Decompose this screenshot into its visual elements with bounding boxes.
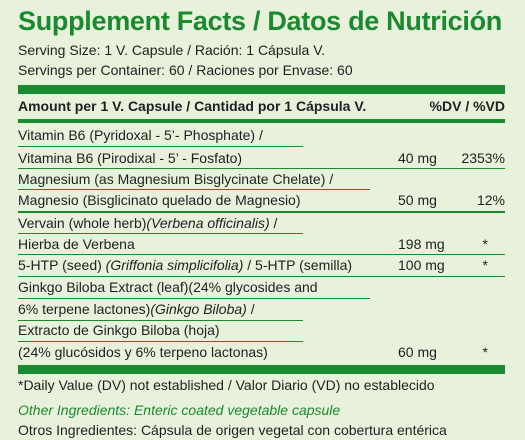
nutrient-label: Vitamin B6 (Pyridoxal - 5’- Phosphate) / bbox=[18, 127, 263, 143]
nutrient-dv: * bbox=[482, 344, 488, 360]
serving-size: Serving Size: 1 V. Capsule / Ración: 1 C… bbox=[18, 42, 326, 58]
nutrient-label: Magnesio (Bisglicinato quelado de Magnes… bbox=[18, 192, 301, 208]
row-divider bbox=[18, 320, 303, 321]
servings-per-container: Servings per Container: 60 / Raciones po… bbox=[18, 62, 353, 78]
row-divider bbox=[18, 189, 370, 190]
dv-header: %DV / %VD bbox=[429, 98, 505, 114]
nutrient-amount: 40 mg bbox=[398, 150, 437, 166]
nutrient-latin-name: (Griffonia simplicifolia) bbox=[105, 257, 244, 273]
nutrient-amount: 60 mg bbox=[398, 344, 437, 360]
other-ingredients-en: Other Ingredients: Enteric coated vegeta… bbox=[18, 402, 341, 418]
nutrient-label: Magnesium (as Magnesium Bisglycinate Che… bbox=[18, 171, 334, 187]
thick-divider bbox=[18, 365, 505, 374]
nutrient-label: 6% terpene lactones) bbox=[18, 301, 151, 317]
panel-title: Supplement Facts / Datos de Nutrición bbox=[18, 6, 502, 36]
nutrient-label-suffix: / 5-HTP (semilla) bbox=[243, 257, 353, 273]
group-divider bbox=[18, 211, 505, 213]
nutrient-label: Hierba de Verbena bbox=[18, 236, 135, 252]
nutrient-latin-name: (Ginkgo Biloba) bbox=[150, 301, 247, 317]
daily-value-footnote: *Daily Value (DV) not established / Valo… bbox=[18, 377, 435, 393]
medium-divider bbox=[18, 119, 505, 123]
row-divider bbox=[18, 233, 303, 234]
nutrient-latin-name: (Verbena officinalis) bbox=[146, 215, 270, 231]
nutrient-amount: 198 mg bbox=[398, 236, 445, 252]
row-divider bbox=[18, 146, 303, 147]
nutrient-label: Extracto de Ginkgo Biloba (hoja) bbox=[18, 322, 220, 338]
amount-header: Amount per 1 V. Capsule / Cantidad por 1… bbox=[18, 98, 367, 114]
nutrient-dv: * bbox=[482, 257, 488, 273]
nutrient-dv: * bbox=[482, 236, 488, 252]
nutrient-dv: 12% bbox=[476, 192, 505, 208]
nutrient-label: 5-HTP (seed) bbox=[18, 257, 106, 273]
thick-divider bbox=[18, 85, 505, 94]
nutrient-amount: 50 mg bbox=[398, 192, 437, 208]
row-divider bbox=[18, 168, 505, 169]
column-header: Amount per 1 V. Capsule / Cantidad por 1… bbox=[18, 98, 505, 116]
nutrient-label: Vitamina B6 (Pirodixal - 5’ - Fosfato) bbox=[18, 150, 243, 166]
other-ingredients-es: Otros Ingredientes: Cápsula de origen ve… bbox=[18, 422, 447, 438]
nutrient-amount: 100 mg bbox=[398, 257, 445, 273]
row-divider bbox=[18, 254, 505, 255]
nutrient-label: (24% glucósidos y 6% terpeno lactonas) bbox=[18, 344, 268, 360]
row-divider bbox=[18, 298, 370, 299]
row-divider bbox=[18, 276, 505, 277]
nutrient-label-suffix: / bbox=[246, 301, 255, 317]
nutrient-label-suffix: / bbox=[269, 215, 278, 231]
nutrient-label: Ginkgo Biloba Extract (leaf)(24% glycosi… bbox=[18, 279, 318, 295]
nutrient-dv: 2353% bbox=[461, 150, 505, 166]
row-divider bbox=[18, 341, 303, 342]
nutrient-label: Vervain (whole herb) bbox=[18, 215, 147, 231]
